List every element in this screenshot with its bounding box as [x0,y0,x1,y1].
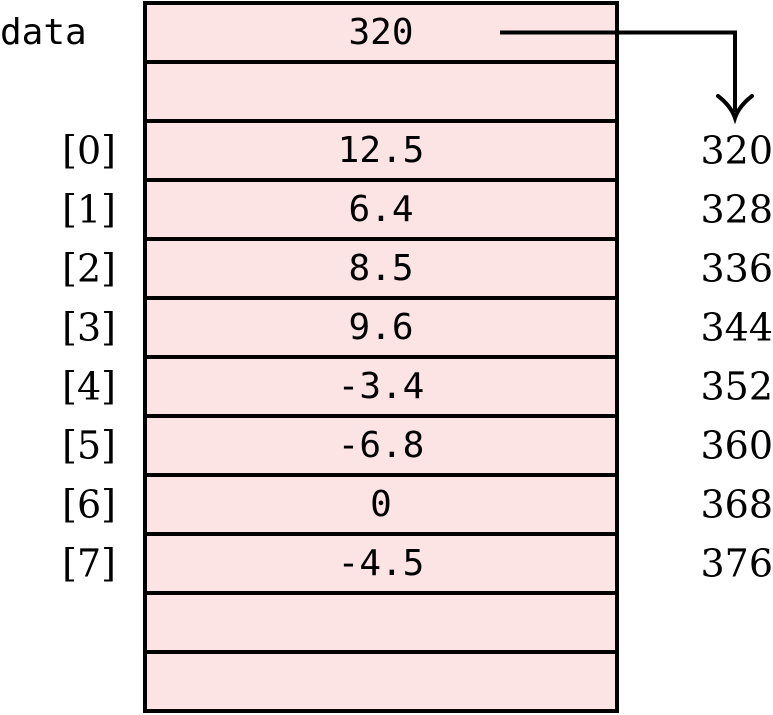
index-label: [1] [62,188,116,232]
empty-slot [143,650,619,713]
cell-value: -3.4 [338,366,425,407]
cell-value: -4.5 [338,543,425,584]
pointer-arrow [500,30,754,125]
pointer-label: data [0,12,87,53]
address-label: 328 [700,188,773,232]
labels: data 320 [0] 12.5 320 [1] 6.4 328 [2] 8.5 336 [3] 9.… [0,12,773,586]
address-label: 352 [700,365,773,409]
index-label: [4] [62,365,116,409]
index-label: [5] [62,424,116,468]
cell-value: 9.6 [348,307,413,348]
address-label: 360 [700,424,773,468]
cell-value: 0 [370,484,392,525]
cell-value: -6.8 [338,425,425,466]
address-label: 336 [700,247,773,291]
pointer-value: 320 [348,12,413,53]
cell-value: 8.5 [348,248,413,289]
index-label: [6] [62,483,116,527]
address-label: 320 [700,129,773,173]
arrow-line [500,30,737,112]
index-label: [0] [62,129,116,173]
address-label: 368 [700,483,773,527]
memory-block [143,1,619,713]
cell-value: 6.4 [348,189,413,230]
address-label: 376 [700,542,773,586]
index-label: [7] [62,542,116,586]
arrow-head [716,94,754,125]
cell-value: 12.5 [338,130,425,171]
index-label: [3] [62,306,116,350]
address-label: 344 [700,306,773,350]
index-label: [2] [62,247,116,291]
